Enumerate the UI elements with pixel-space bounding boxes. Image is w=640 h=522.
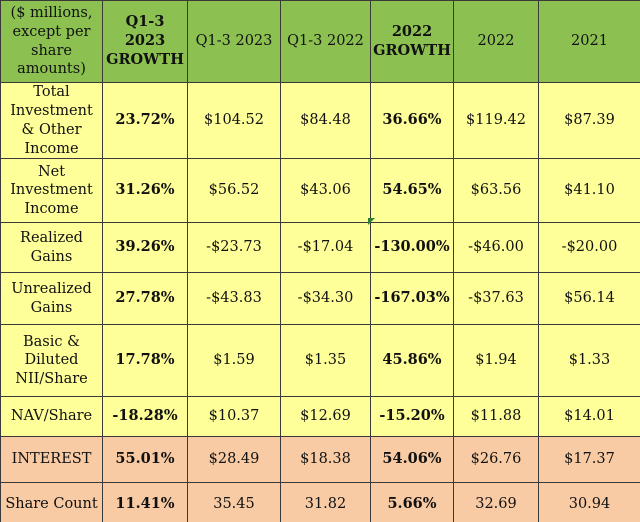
cell-q13-2022: $1.35 (280, 324, 371, 398)
cell-2022: -$46.00 (453, 222, 539, 274)
cell-q13-2022: $18.38 (280, 436, 371, 484)
header-q13-growth: Q1-3 2023 GROWTH (102, 0, 188, 83)
cell-2022: $26.76 (453, 436, 539, 484)
header-2022: 2022 (453, 0, 539, 83)
cell-2021: $87.39 (538, 81, 640, 160)
cell-q13-2022: -$34.30 (280, 272, 371, 326)
cell-q13-2022: 31.82 (280, 482, 371, 522)
cell-q13-growth: -18.28% (102, 396, 188, 438)
row-label: Share Count (0, 482, 103, 522)
table-row: NAV/Share -18.28% $10.37 $12.69 -15.20% … (0, 396, 640, 438)
cell-2021: $14.01 (538, 396, 640, 438)
table-row: Basic & Diluted NII/Share 17.78% $1.59 $… (0, 324, 640, 398)
cell-2022: 32.69 (453, 482, 539, 522)
cell-2022-growth: 5.66% (370, 482, 454, 522)
cell-q13-2022: -$17.04 (280, 222, 371, 274)
header-2022-growth: 2022 GROWTH (370, 0, 454, 83)
cell-2022-growth: 54.06% (370, 436, 454, 484)
cell-q13-2023: $104.52 (187, 81, 281, 160)
cell-q13-growth: 55.01% (102, 436, 188, 484)
cell-2021: $41.10 (538, 158, 640, 224)
row-label: INTEREST (0, 436, 103, 484)
table-row: Realized Gains 39.26% -$23.73 -$17.04 -1… (0, 222, 640, 274)
table-row: Share Count 11.41% 35.45 31.82 5.66% 32.… (0, 482, 640, 522)
cell-2021: -$20.00 (538, 222, 640, 274)
cell-2021: 30.94 (538, 482, 640, 522)
row-label: Total Investment & Other Income (0, 81, 103, 160)
cell-q13-2022: $43.06 (280, 158, 371, 224)
cell-q13-growth: 11.41% (102, 482, 188, 522)
cell-2022-growth: -167.03% (370, 272, 454, 326)
cell-2022: $63.56 (453, 158, 539, 224)
table-row: Net Investment Income 31.26% $56.52 $43.… (0, 158, 640, 224)
header-2021: 2021 (538, 0, 640, 83)
cell-q13-2022: $84.48 (280, 81, 371, 160)
header-row: ($ millions, except per share amounts) Q… (0, 0, 640, 83)
cell-q13-growth: 17.78% (102, 324, 188, 398)
row-label: Basic & Diluted NII/Share (0, 324, 103, 398)
cell-2022: $119.42 (453, 81, 539, 160)
cell-q13-2023: -$23.73 (187, 222, 281, 274)
cell-q13-2023: $28.49 (187, 436, 281, 484)
cell-2021: $17.37 (538, 436, 640, 484)
header-q13-2023: Q1-3 2023 (187, 0, 281, 83)
cell-comment-marker-icon (368, 218, 375, 225)
header-q13-2022: Q1-3 2022 (280, 0, 371, 83)
table-row: Total Investment & Other Income 23.72% $… (0, 81, 640, 160)
cell-q13-2023: $1.59 (187, 324, 281, 398)
cell-2022-growth: 45.86% (370, 324, 454, 398)
cell-2021: $56.14 (538, 272, 640, 326)
row-label: Net Investment Income (0, 158, 103, 224)
cell-2022: $11.88 (453, 396, 539, 438)
table-row: Unrealized Gains 27.78% -$43.83 -$34.30 … (0, 272, 640, 326)
table-row: INTEREST 55.01% $28.49 $18.38 54.06% $26… (0, 436, 640, 484)
cell-q13-growth: 39.26% (102, 222, 188, 274)
cell-q13-2023: $10.37 (187, 396, 281, 438)
header-label: ($ millions, except per share amounts) (0, 0, 103, 83)
cell-2022-growth: -130.00% (370, 222, 454, 274)
cell-2022: -$37.63 (453, 272, 539, 326)
cell-q13-growth: 27.78% (102, 272, 188, 326)
cell-q13-2023: $56.52 (187, 158, 281, 224)
row-label: NAV/Share (0, 396, 103, 438)
cell-q13-growth: 23.72% (102, 81, 188, 160)
cell-2022: $1.94 (453, 324, 539, 398)
cell-q13-growth: 31.26% (102, 158, 188, 224)
cell-q13-2023: -$43.83 (187, 272, 281, 326)
row-label: Realized Gains (0, 222, 103, 274)
cell-2021: $1.33 (538, 324, 640, 398)
cell-2022-growth: -15.20% (370, 396, 454, 438)
cell-q13-2022: $12.69 (280, 396, 371, 438)
cell-2022-growth: 54.65% (370, 158, 454, 224)
cell-2022-growth: 36.66% (370, 81, 454, 160)
cell-q13-2023: 35.45 (187, 482, 281, 522)
row-label: Unrealized Gains (0, 272, 103, 326)
